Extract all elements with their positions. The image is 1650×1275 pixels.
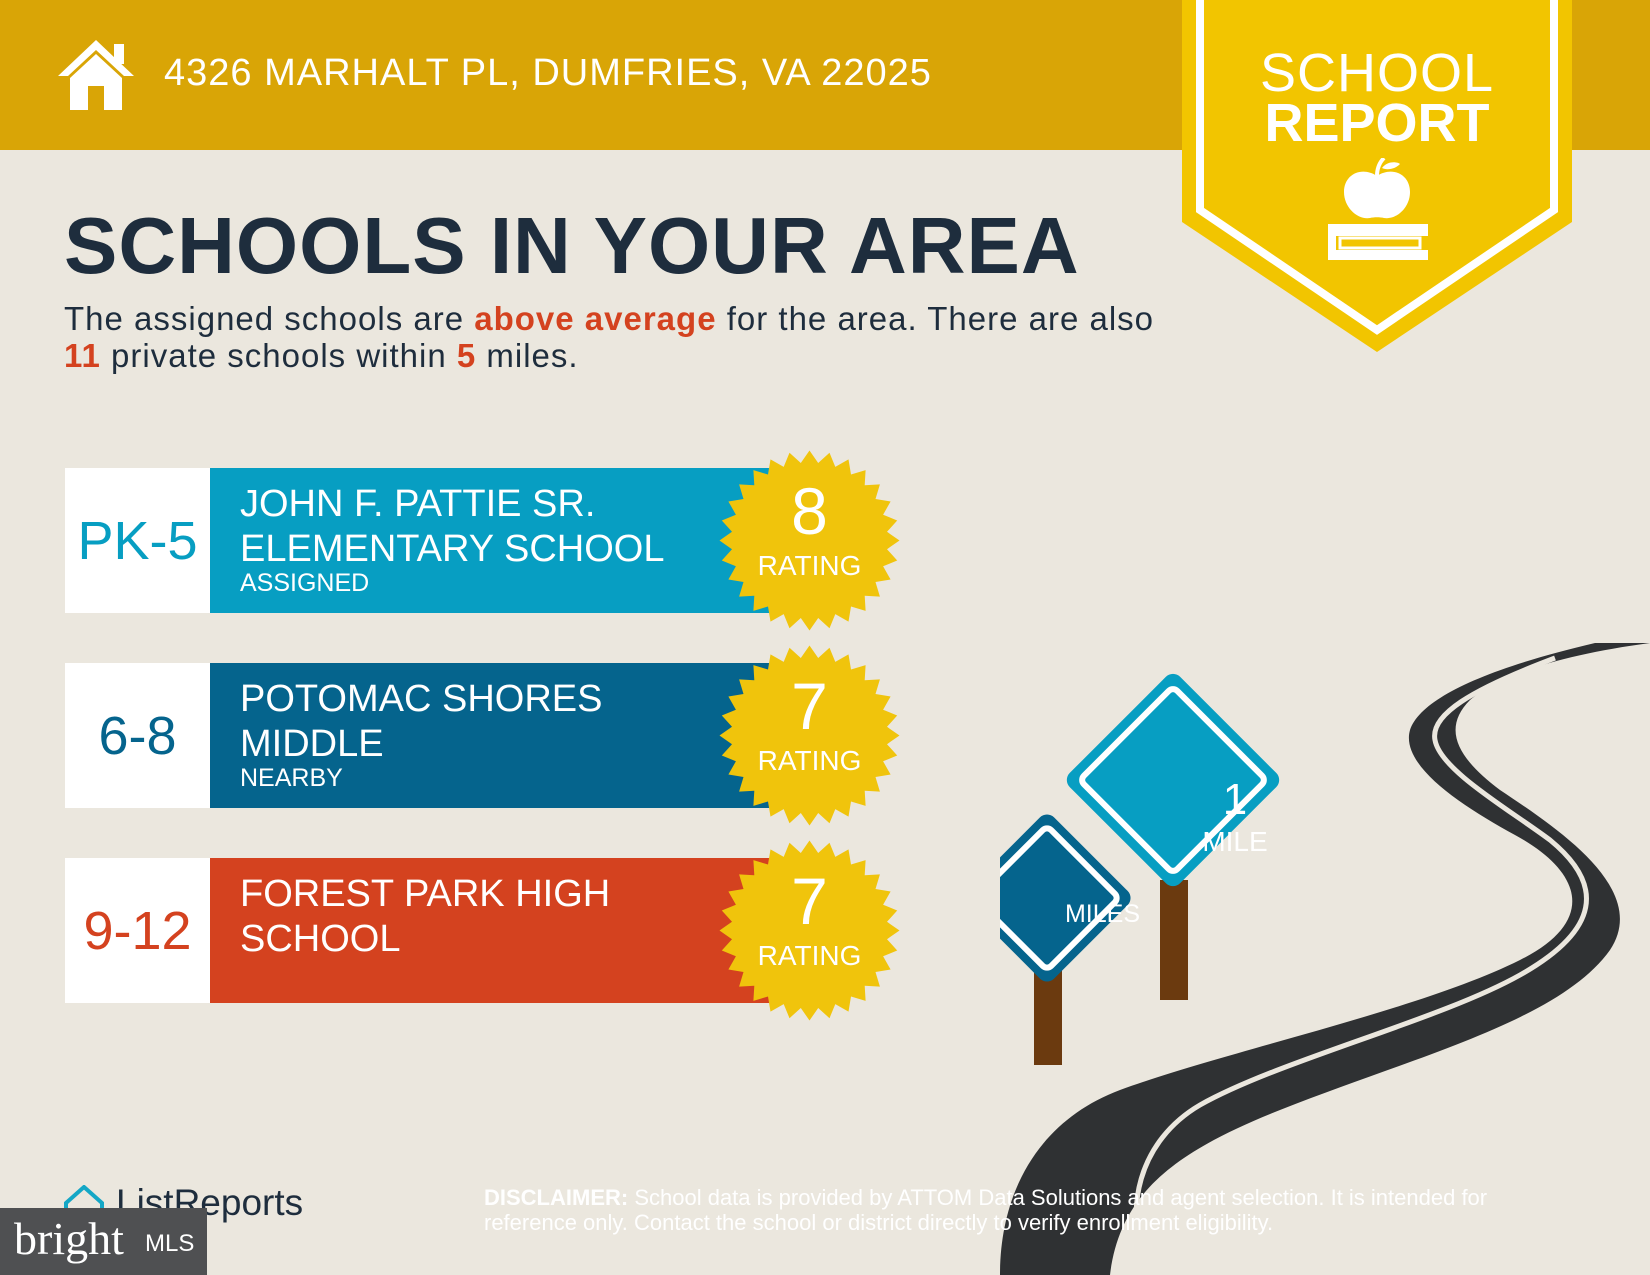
- school-name: POTOMAC SHORES MIDDLE: [240, 678, 603, 765]
- summary-highlight: above average: [474, 300, 717, 337]
- house-icon: [58, 40, 134, 110]
- school-name: JOHN F. PATTIE SR. ELEMENTARY SCHOOL: [240, 483, 665, 570]
- rating-seal: 7 RATING: [717, 838, 902, 1023]
- school-bar: FOREST PARK HIGH SCHOOL: [210, 858, 835, 1003]
- property-address: 4326 MARHALT PL, DUMFRIES, VA 22025: [164, 52, 932, 94]
- badge-title: SCHOOL REPORT: [1182, 43, 1572, 153]
- school-status: ASSIGNED: [240, 569, 370, 597]
- rating-value: 7: [791, 864, 828, 938]
- bright-word: bright: [14, 1213, 124, 1264]
- sign-distance-number: 1: [1222, 775, 1248, 824]
- rating-label: RATING: [757, 940, 862, 971]
- disclaimer-text: School data is provided by ATTOM Data So…: [484, 1185, 1488, 1235]
- school-name: FOREST PARK HIGH SCHOOL: [240, 873, 611, 960]
- summary-text: The assigned schools are above average f…: [64, 300, 1174, 374]
- grade-range: 6-8: [65, 663, 210, 808]
- private-school-count: 11: [64, 337, 101, 374]
- page-title: SCHOOLS IN YOUR AREA: [64, 201, 1080, 290]
- rating-label: RATING: [757, 550, 862, 581]
- starburst-shape: [719, 645, 900, 826]
- sign-mile-label: MILE: [1202, 826, 1268, 857]
- rating-seal: 8 RATING: [717, 448, 902, 633]
- rating-label: RATING: [757, 745, 862, 776]
- grade-range: PK-5: [65, 468, 210, 613]
- bright-mls-text: MLS: [145, 1230, 195, 1257]
- rating-seal: 7 RATING: [717, 643, 902, 828]
- badge-line1: SCHOOL: [1259, 43, 1495, 103]
- disclaimer: DISCLAIMER: School data is provided by A…: [484, 1185, 1584, 1235]
- summary-part1: The assigned schools are: [64, 300, 475, 337]
- bright-mls-watermark: [0, 1208, 207, 1275]
- winding-road-illustration: [1000, 643, 1650, 1275]
- starburst-shape: [719, 450, 900, 631]
- disclaimer-label: DISCLAIMER:: [484, 1185, 629, 1210]
- sign-miles-label: MILES: [1064, 900, 1141, 928]
- summary-part3: private schools within: [100, 337, 457, 374]
- starburst-shape: [719, 840, 900, 1021]
- school-status: NEARBY: [240, 764, 343, 792]
- rating-value: 7: [791, 669, 828, 743]
- apple-on-book-icon: [1328, 158, 1428, 260]
- rating-value: 8: [791, 474, 828, 548]
- badge-line2: REPORT: [1264, 93, 1490, 153]
- miles-radius: 5: [456, 337, 477, 374]
- summary-part4: miles.: [476, 337, 579, 374]
- summary-part2: for the area. There are also: [716, 300, 1155, 337]
- grade-range: 9-12: [65, 858, 210, 1003]
